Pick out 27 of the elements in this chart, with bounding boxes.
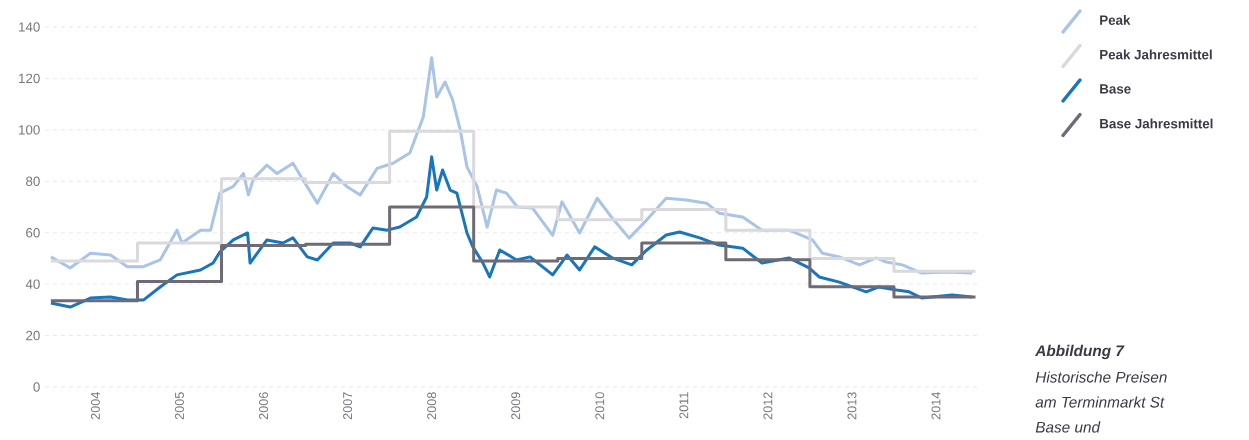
text: Base und <box>1035 421 1101 433</box>
legend-label: Base <box>1100 84 1131 94</box>
y-tick-label: 0 <box>33 382 40 392</box>
y-tick-label: 140 <box>19 22 40 32</box>
x-tick-label: 2011 <box>679 392 689 419</box>
x-tick-label: 2004 <box>90 392 100 420</box>
x-tick-label: 2010 <box>595 392 605 420</box>
x-tick-label: 2012 <box>763 392 773 420</box>
y-tick-label: 100 <box>19 125 40 135</box>
x-tick-label: 2007 <box>343 392 353 420</box>
x-tick-label: 2009 <box>511 392 521 420</box>
legend-label: Peak Jahresmittel <box>1100 49 1212 60</box>
x-tick-label: 2014 <box>931 392 941 420</box>
y-tick-label: 20 <box>26 330 40 341</box>
x-tick-label: 2008 <box>427 392 437 420</box>
text: am Terminmarkt St <box>1035 396 1165 408</box>
y-tick-label: 120 <box>19 73 40 84</box>
text: Historische Preisen <box>1035 371 1167 383</box>
y-tick-label: 60 <box>26 228 40 238</box>
y-tick-label: 80 <box>26 176 40 186</box>
x-tick-label: 2006 <box>259 392 269 420</box>
y-tick-label: 40 <box>25 279 40 289</box>
x-tick-label: 2013 <box>847 392 857 420</box>
text: Abbildung 7 <box>1034 344 1125 360</box>
legend-label: Peak <box>1100 15 1131 25</box>
x-tick-label: 2005 <box>175 392 184 420</box>
legend-label: Base Jahresmittel <box>1100 118 1213 129</box>
